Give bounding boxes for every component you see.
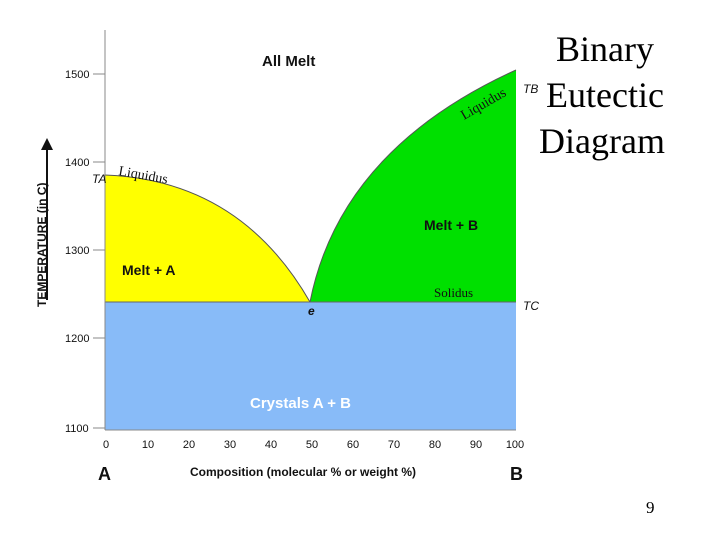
x-tick-label: 70 — [388, 439, 400, 451]
ta-label: TA — [92, 172, 106, 186]
y-tick-label: 1100 — [65, 423, 89, 435]
component-b-label: B — [510, 464, 523, 484]
y-axis-label: TEMPERATURE (in C) — [35, 183, 49, 307]
y-tick-label: 1300 — [65, 245, 89, 257]
x-tick-label: 10 — [142, 439, 154, 451]
liquidus-curve-left — [104, 174, 311, 303]
slide-title-line-2: Eutectic — [546, 75, 664, 115]
y-tick-label: 1500 — [65, 69, 89, 81]
liquidus-curve-right — [309, 69, 517, 303]
y-tick-label: 1400 — [65, 157, 89, 169]
x-tick-label: 50 — [306, 439, 318, 451]
x-tick-label: 20 — [183, 439, 195, 451]
crystals-region — [105, 302, 516, 430]
y-tick-label: 1200 — [65, 333, 89, 345]
x-tick-label: 90 — [470, 439, 482, 451]
x-tick-label: 100 — [506, 439, 524, 451]
slide-title-line-1: Binary — [556, 29, 654, 69]
melt-plus-b-region — [310, 70, 516, 302]
melt-plus-b-label: Melt + B — [424, 217, 478, 233]
x-axis-label: Composition (molecular % or weight %) — [190, 465, 416, 479]
x-tick-label: 60 — [347, 439, 359, 451]
page-number: 9 — [646, 498, 655, 517]
tc-label: TC — [523, 299, 539, 313]
x-tick-label: 0 — [103, 439, 109, 451]
crystals-label: Crystals A + B — [250, 395, 351, 412]
x-tick-label: 30 — [224, 439, 236, 451]
tb-label: TB — [523, 82, 538, 96]
melt-plus-a-label: Melt + A — [122, 262, 176, 278]
x-tick-label: 80 — [429, 439, 441, 451]
all-melt-label: All Melt — [262, 53, 315, 70]
melt-plus-a-region — [105, 175, 310, 302]
x-tick-label: 40 — [265, 439, 277, 451]
eutectic-point-label: e — [308, 304, 315, 318]
solidus-label: Solidus — [434, 285, 473, 300]
arrow-up-icon — [41, 138, 53, 150]
component-a-label: A — [98, 464, 111, 484]
slide-title-line-3: Diagram — [539, 121, 665, 161]
y-axis-ticks — [93, 73, 105, 429]
